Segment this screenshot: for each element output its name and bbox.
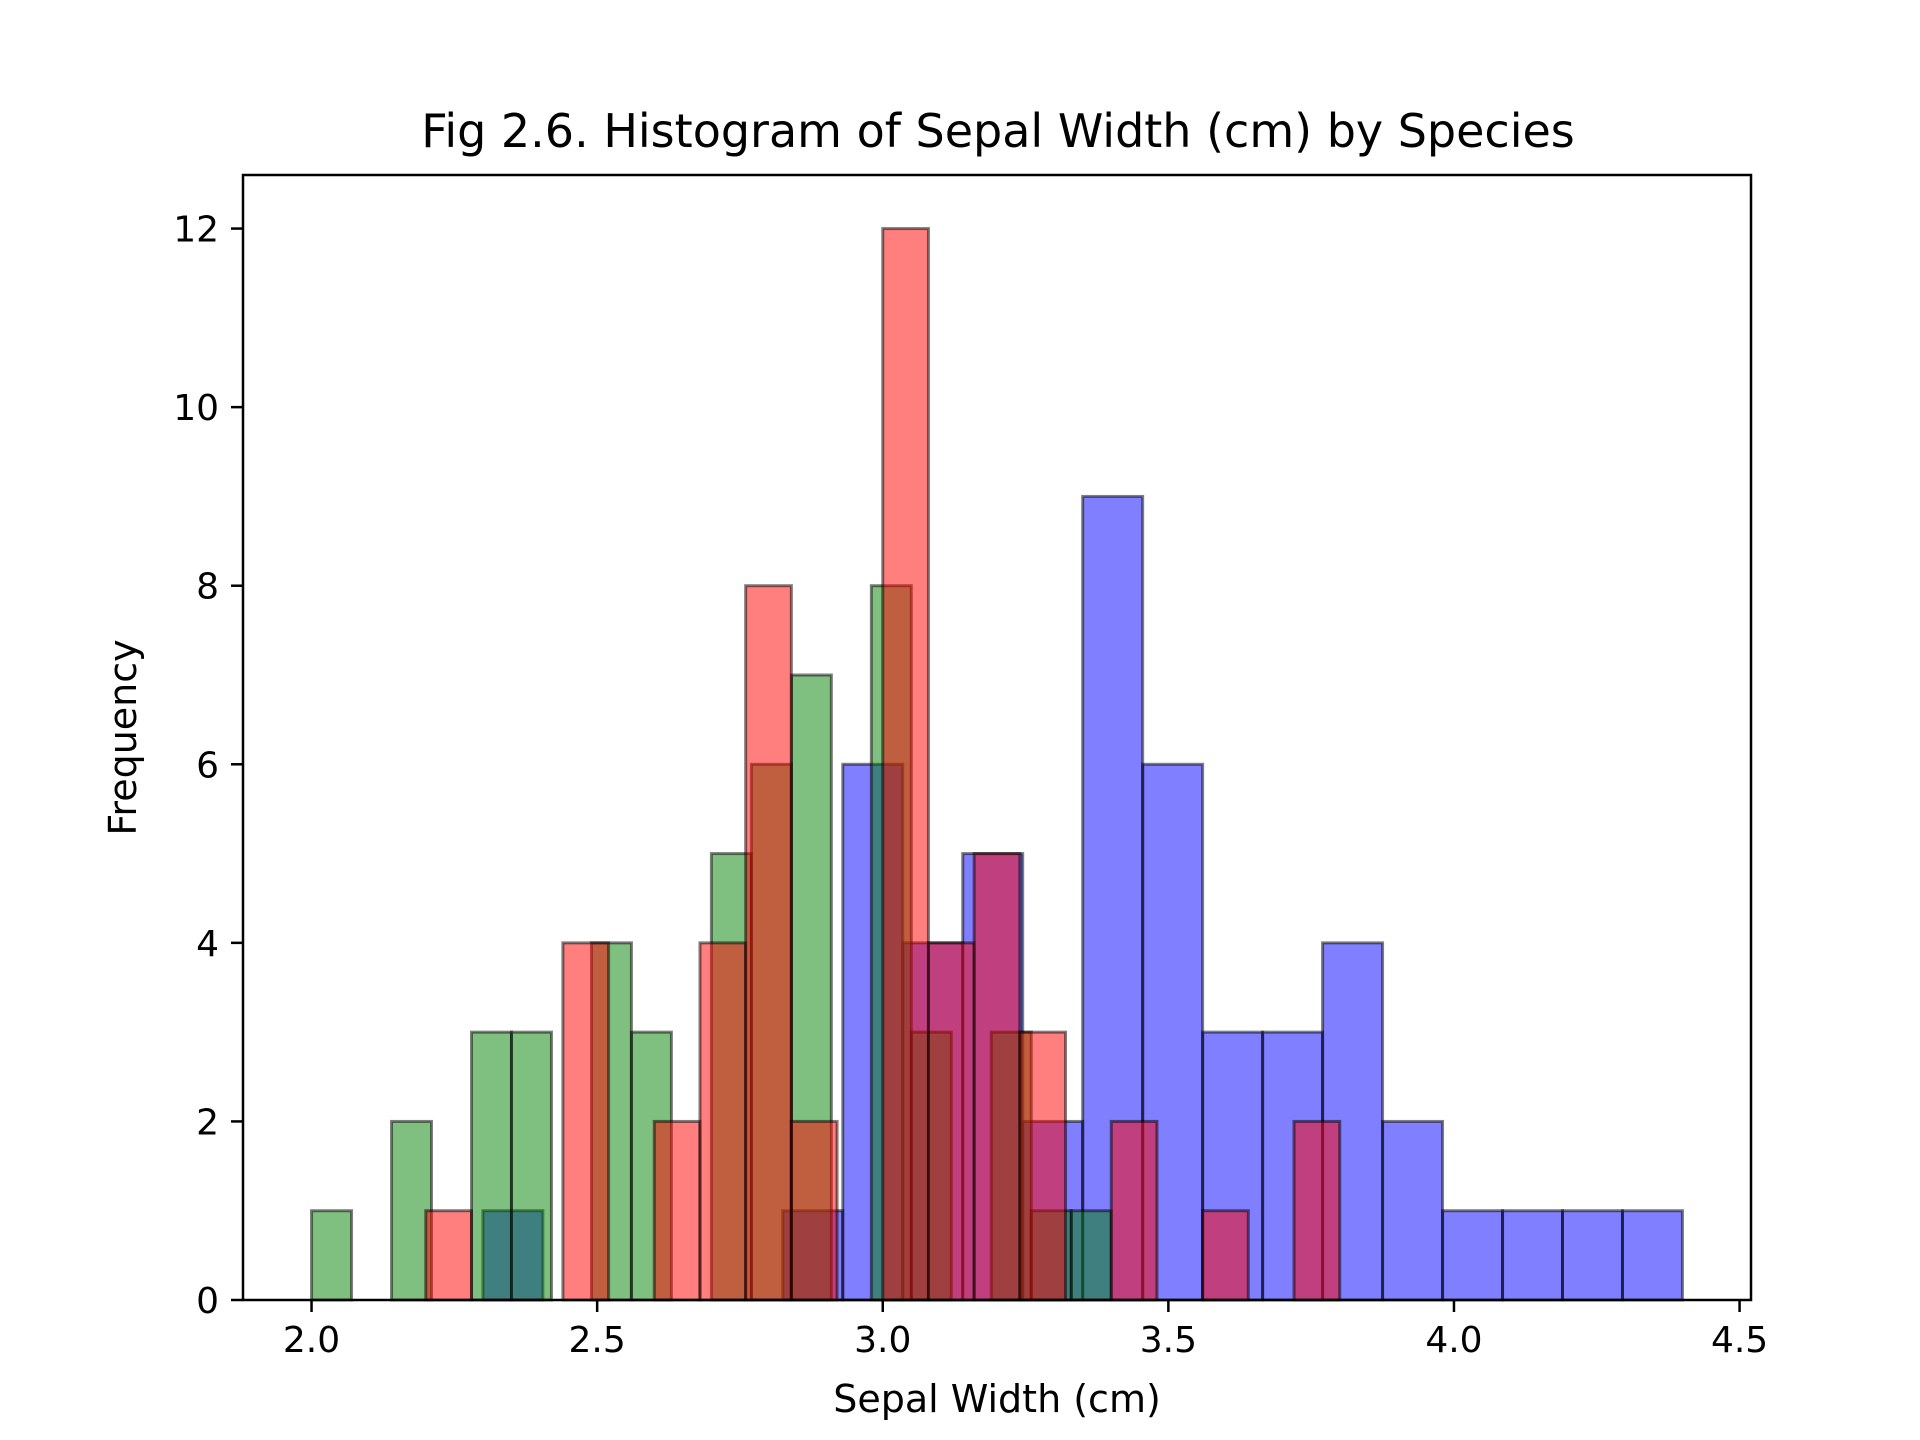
y-tick-label: 0	[196, 1281, 219, 1322]
y-tick-label: 4	[196, 924, 219, 965]
x-tick-label: 3.5	[1140, 1320, 1197, 1361]
histogram-bar-s2-b1	[561, 941, 611, 1302]
y-tick-label: 6	[196, 745, 219, 786]
histogram-bar-s2-b9	[1018, 1030, 1068, 1302]
histogram-bar-s1-b2	[469, 1030, 513, 1302]
histogram-bar-s2-b5	[789, 1119, 839, 1302]
chart-title: Fig 2.6. Histogram of Sepal Width (cm) b…	[421, 104, 1575, 158]
x-axis: 2.0 2.5 3.0 3.5 4.0 4.5	[283, 1300, 1768, 1361]
histogram-bar-s2-b0	[424, 1209, 473, 1302]
histogram-bar-s0-b13	[1501, 1209, 1564, 1302]
y-tick-label: 12	[173, 210, 219, 251]
histogram-bar-s2-b8	[972, 852, 1022, 1302]
histogram-bar-s0-b15	[1620, 1209, 1684, 1302]
histogram-bar-s1-b0	[310, 1209, 354, 1302]
x-tick-label: 4.5	[1711, 1320, 1768, 1361]
histogram-bar-s2-b10	[1109, 1119, 1159, 1302]
histogram-bar-s1-b13	[1069, 1209, 1113, 1302]
histogram-bar-s2-b7	[926, 941, 976, 1302]
histogram-bar-s2-b2	[652, 1119, 702, 1302]
histogram-bar-s0-b12	[1441, 1209, 1505, 1302]
histogram-bar-s2-b3	[698, 941, 748, 1302]
x-tick-label: 4.0	[1425, 1320, 1482, 1361]
histogram-bar-s2-b4	[744, 584, 793, 1302]
histogram-bar-s2-b6	[881, 227, 930, 1302]
histogram-bar-s2-b11	[1201, 1209, 1250, 1302]
plot-area-frame	[241, 173, 1753, 1302]
y-axis-label: Frequency	[101, 639, 145, 835]
y-tick-label: 2	[196, 1102, 219, 1143]
y-tick-label: 8	[196, 567, 219, 608]
histogram-bar-s2-b12	[1292, 1119, 1342, 1302]
histogram-bar-s1-b3	[509, 1030, 553, 1302]
y-tick-label: 10	[173, 388, 219, 429]
histogram-bar-s0-b11	[1381, 1119, 1445, 1302]
x-tick-label: 2.0	[283, 1320, 340, 1361]
histogram-bar-s0-b14	[1561, 1209, 1624, 1302]
y-axis: 0 2 4 6 8 10 12	[173, 210, 243, 1322]
x-tick-label: 3.0	[854, 1320, 911, 1361]
x-tick-label: 2.5	[569, 1320, 626, 1361]
x-axis-label: Sepal Width (cm)	[833, 1377, 1161, 1421]
histogram-bars	[310, 227, 1684, 1302]
